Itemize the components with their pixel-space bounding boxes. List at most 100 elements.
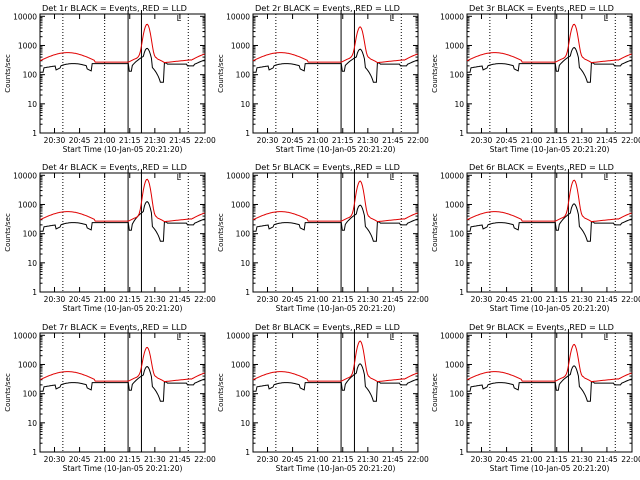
y-tick-label: 1000: [445, 41, 464, 50]
x-tick-label: 21:00: [94, 295, 116, 304]
y-axis-label: Counts/sec: [4, 213, 12, 252]
x-tick-label: 20:45: [282, 136, 304, 145]
chart-panel-6: Det 6r BLACK = Events, RED = LLD 1 10 100 10…: [431, 162, 640, 313]
x-tick-label: 21:45: [169, 136, 191, 145]
y-axis-label: Counts/sec: [431, 373, 439, 412]
chart-title: Det 5r BLACK = Events, RED = LLD: [255, 162, 400, 172]
x-tick-label: 21:00: [521, 295, 543, 304]
x-tick-label: 22:00: [407, 455, 429, 464]
lld-series-line: [466, 179, 632, 222]
chart-title: Det 8r BLACK = Events, RED = LLD: [255, 322, 400, 332]
plot-frame: [466, 332, 633, 453]
x-tick-label: 20:45: [282, 455, 304, 464]
x-axis-label: Start Time (10-Jan-05 20:21:20): [63, 464, 183, 473]
plot-frame: [39, 13, 206, 134]
marker-label: L: [604, 333, 609, 342]
y-axis-label: Counts/sec: [217, 373, 225, 412]
lld-series-line: [39, 23, 205, 63]
plot-frame: [466, 13, 633, 134]
x-tick-label: 21:00: [307, 455, 329, 464]
x-tick-label: 20:45: [496, 295, 518, 304]
y-tick-label: 10000: [226, 171, 250, 180]
events-series-line: [253, 48, 418, 83]
events-series-line: [253, 363, 418, 402]
y-tick-label: 1: [32, 288, 37, 297]
y-tick-label: 10: [240, 100, 250, 109]
y-tick-label: 10: [27, 419, 37, 428]
x-axis-label: Start Time (10-Jan-05 20:21:20): [490, 464, 610, 473]
x-axis-label: Start Time (10-Jan-05 20:21:20): [276, 145, 396, 154]
lld-series-line: [252, 26, 418, 63]
x-tick-label: 20:30: [44, 136, 66, 145]
lld-series-line: [466, 343, 632, 382]
x-tick-label: 21:15: [546, 295, 568, 304]
x-tick-label: 20:45: [69, 455, 91, 464]
chart-title: Det 1r BLACK = Events, RED = LLD: [42, 3, 187, 13]
chart-title: Det 2r BLACK = Events, RED = LLD: [255, 3, 400, 13]
chart-panel-1: Det 1r BLACK = Events, RED = LLD 1 10 100 10…: [4, 3, 216, 154]
marker-label: L: [390, 333, 395, 342]
y-tick-label: 1000: [18, 200, 37, 209]
y-tick-label: 1000: [231, 360, 250, 369]
y-tick-label: 10000: [13, 12, 37, 21]
x-tick-label: 22:00: [621, 136, 640, 145]
y-tick-label: 100: [23, 230, 38, 239]
x-tick-label: 20:30: [257, 455, 279, 464]
x-axis-label: Start Time (10-Jan-05 20:21:20): [490, 145, 610, 154]
y-tick-label: 1000: [231, 200, 250, 209]
y-tick-label: 10: [240, 419, 250, 428]
y-tick-label: 100: [236, 390, 251, 399]
x-tick-label: 21:45: [596, 295, 618, 304]
plot-frame: [252, 332, 419, 453]
chart-panel-5: Det 5r BLACK = Events, RED = LLD 1 10 100 10…: [217, 162, 429, 313]
y-tick-label: 10: [454, 419, 464, 428]
x-tick-label: 20:30: [257, 295, 279, 304]
x-tick-label: 22:00: [407, 295, 429, 304]
events-series-line: [40, 201, 205, 242]
x-tick-label: 21:30: [357, 295, 379, 304]
x-axis-label: Start Time (10-Jan-05 20:21:20): [63, 304, 183, 313]
x-tick-label: 21:45: [169, 455, 191, 464]
y-tick-label: 100: [23, 390, 38, 399]
chart-title: Det 9r BLACK = Events, RED = LLD: [469, 322, 614, 332]
chart-panel-2: Det 2r BLACK = Events, RED = LLD 1 10 100 10…: [217, 3, 429, 154]
lld-series-line: [252, 180, 418, 222]
x-tick-label: 21:00: [307, 295, 329, 304]
x-tick-label: 20:30: [44, 455, 66, 464]
x-tick-label: 21:00: [307, 136, 329, 145]
x-tick-label: 21:15: [119, 136, 141, 145]
marker-label: L: [390, 14, 395, 23]
y-axis-label: Counts/sec: [4, 373, 12, 412]
y-tick-label: 10000: [440, 12, 464, 21]
x-tick-label: 21:30: [571, 295, 593, 304]
y-tick-label: 100: [450, 230, 465, 239]
x-tick-label: 21:30: [144, 136, 166, 145]
y-tick-label: 1: [32, 448, 37, 457]
marker-label: L: [390, 173, 395, 182]
lld-series-line: [39, 178, 205, 222]
chart-title: Det 6r BLACK = Events, RED = LLD: [469, 162, 614, 172]
y-tick-label: 1000: [445, 200, 464, 209]
y-tick-label: 10000: [440, 331, 464, 340]
x-tick-label: 21:30: [571, 455, 593, 464]
x-tick-label: 22:00: [407, 136, 429, 145]
y-tick-label: 1: [459, 288, 464, 297]
x-tick-label: 22:00: [621, 295, 640, 304]
x-tick-label: 21:00: [521, 136, 543, 145]
x-tick-label: 21:15: [332, 136, 354, 145]
y-tick-label: 10000: [226, 12, 250, 21]
plot-frame: [39, 172, 206, 293]
x-tick-label: 20:30: [471, 136, 493, 145]
x-tick-label: 20:45: [69, 136, 91, 145]
chart-panel-4: Det 4r BLACK = Events, RED = LLD 1 10 100 10…: [4, 162, 216, 313]
x-axis-label: Start Time (10-Jan-05 20:21:20): [276, 464, 396, 473]
y-tick-label: 1: [32, 129, 37, 138]
y-tick-label: 1: [245, 288, 250, 297]
marker-label: L: [604, 173, 609, 182]
y-tick-label: 100: [236, 71, 251, 80]
y-tick-label: 1: [245, 448, 250, 457]
lld-series-line: [39, 346, 205, 382]
y-tick-label: 1000: [18, 360, 37, 369]
y-tick-label: 10000: [13, 331, 37, 340]
x-tick-label: 22:00: [621, 455, 640, 464]
